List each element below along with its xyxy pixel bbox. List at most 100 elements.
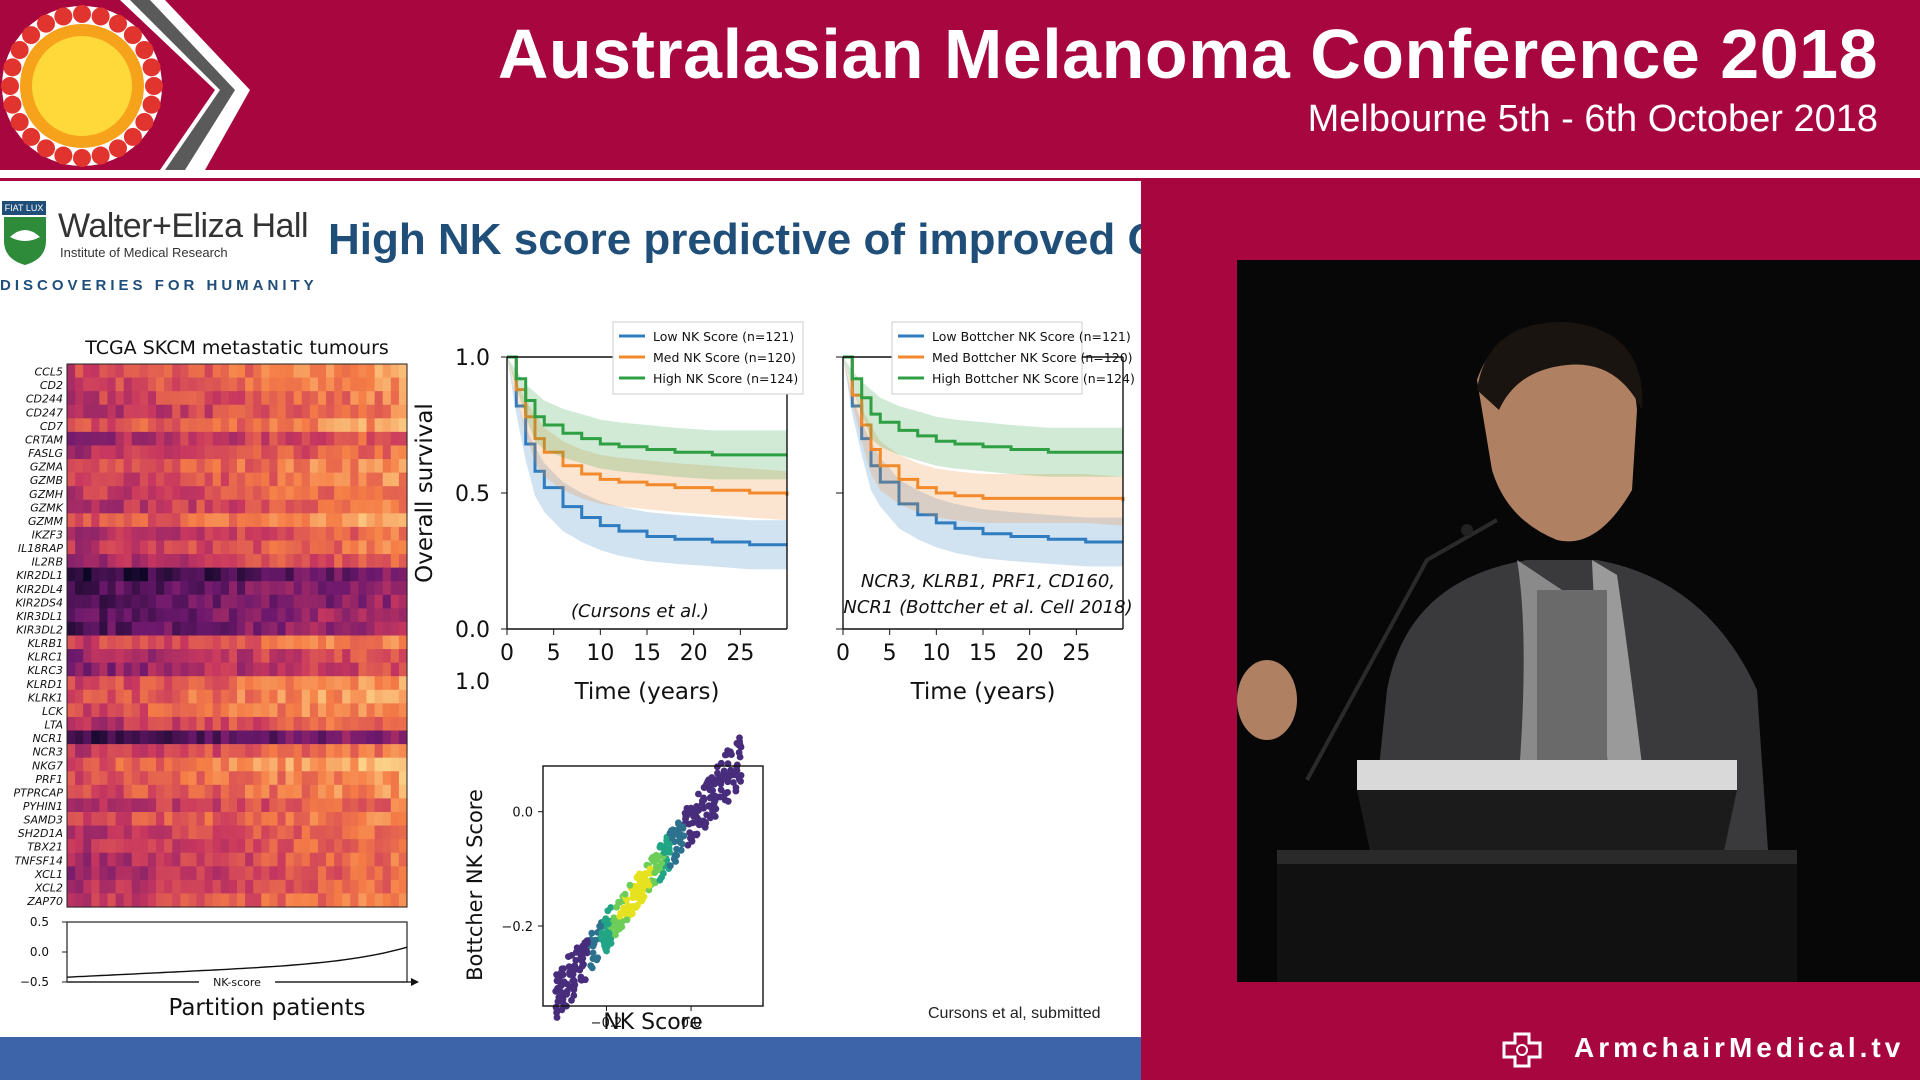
heatmap-cell (83, 594, 92, 609)
scatter-point (565, 953, 572, 960)
heatmap-cell (237, 730, 246, 745)
heatmap-cell (139, 431, 149, 447)
heatmap-cell (269, 879, 279, 895)
heatmap-cell (156, 703, 165, 718)
heatmap-cell (245, 594, 254, 609)
heatmap-cell (83, 662, 92, 677)
heatmap-cell (382, 404, 392, 419)
heatmap-cell (156, 798, 165, 813)
heatmap-cell (390, 594, 400, 609)
heatmap-cell (317, 459, 327, 474)
heatmap-cell (390, 662, 400, 677)
heatmap-cell (261, 594, 270, 609)
heatmap-cell (398, 391, 408, 406)
heatmap-cell (83, 404, 92, 419)
heatmap-cell (107, 594, 117, 609)
heatmap-cell (164, 730, 173, 745)
heatmap-cell (67, 879, 76, 895)
sun-ray (73, 5, 91, 23)
heatmap-cell (382, 703, 392, 718)
heatmap-cell (228, 784, 238, 799)
heatmap-cell (67, 798, 76, 813)
heatmap-cell (99, 540, 109, 555)
heatmap-cell (277, 676, 287, 691)
heatmap-cell (358, 716, 368, 732)
heatmap-cell (164, 798, 173, 813)
heatmap-cell (285, 635, 295, 650)
heatmap-cell (366, 757, 376, 772)
heatmap-cell (204, 811, 214, 827)
sun-ray (135, 113, 154, 131)
heatmap-cell (293, 594, 303, 609)
sun-ray (3, 95, 22, 114)
heatmap-cell (99, 364, 109, 379)
heatmap-cell (277, 418, 287, 433)
sun-ray (22, 127, 41, 146)
km-bottcher-curve-2 (843, 355, 1123, 454)
scatter-point (577, 976, 585, 984)
heatmap-cell (326, 513, 335, 528)
heatmap-cell (75, 404, 84, 419)
heatmap-cell (334, 893, 343, 908)
heatmap-cell (83, 431, 92, 447)
heatmap-cell (301, 744, 311, 759)
heatmap-cell (164, 567, 173, 582)
heatmap-cell (293, 567, 303, 582)
heatmap-cell (164, 784, 173, 799)
heatmap-cell (326, 662, 335, 677)
heatmap-cell (317, 689, 327, 704)
heatmap-cell (228, 445, 238, 460)
scatter-point (590, 940, 598, 948)
heatmap-cell (261, 540, 270, 555)
heatmap-cell (123, 716, 133, 732)
heatmap-cell (293, 757, 303, 772)
heatmap-cell (326, 377, 335, 392)
scatter-point (705, 802, 713, 810)
heatmap-cell (398, 730, 408, 745)
heatmap-cell (196, 594, 206, 609)
heatmap-cell (269, 364, 279, 379)
heatmap-cell (277, 635, 287, 650)
heatmap-cell (358, 635, 368, 650)
heatmap-cell (212, 594, 222, 609)
heatmap-cell (228, 866, 238, 881)
heatmap-cell (317, 744, 327, 759)
heatmap-cell (398, 594, 408, 609)
heatmap-cell (139, 418, 149, 433)
heatmap-cell (326, 866, 335, 881)
heatmap-cell (326, 608, 335, 623)
heatmap-cell (156, 526, 165, 542)
heatmap-cell (301, 757, 311, 772)
heatmap-cell (285, 879, 295, 895)
sun-ray (10, 113, 29, 131)
heatmap-cell (115, 404, 125, 419)
heatmap-cell (164, 662, 173, 677)
heatmap-cell (188, 472, 198, 487)
heatmap-cell (374, 540, 384, 555)
scatter-point (700, 784, 708, 791)
heatmap-cell (188, 798, 198, 813)
heatmap-cell (358, 499, 368, 514)
heatmap-cell (342, 771, 351, 786)
heatmap-cell (107, 839, 117, 854)
heatmap-cell (334, 635, 343, 650)
scatter-point (660, 870, 667, 877)
sun-ray (123, 26, 142, 45)
heatmap-cell (317, 404, 327, 419)
heatmap-cell (374, 825, 384, 840)
heatmap-cell (301, 431, 311, 447)
km-cursons-ytick: 1.0 (455, 346, 490, 371)
heatmap-cell (131, 377, 141, 392)
heatmap-cell (390, 730, 400, 745)
heatmap-cell (123, 662, 133, 677)
heatmap-cell (220, 730, 230, 745)
km-cursons-xtick: 5 (547, 641, 561, 666)
heatmap-cell (326, 852, 335, 867)
heatmap-cell (334, 784, 343, 799)
heatmap-cell (374, 459, 384, 474)
heatmap-cell (99, 839, 109, 854)
scatter-point (616, 898, 624, 906)
heatmap-cell (277, 364, 287, 379)
heatmap-cell (180, 567, 190, 582)
heatmap-cell (245, 716, 254, 732)
